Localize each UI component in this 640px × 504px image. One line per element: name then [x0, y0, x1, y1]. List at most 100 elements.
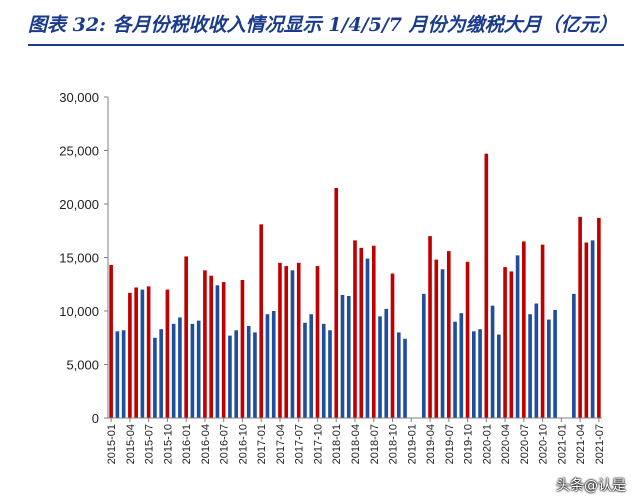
bar-2015-06 [140, 289, 145, 418]
bar-2018-10 [390, 273, 395, 418]
y-tick-label: 15,000 [59, 251, 99, 266]
bar-2015-07 [146, 286, 151, 418]
y-tick-label: 0 [92, 411, 99, 426]
bar-2018-11 [396, 332, 401, 418]
x-tick-label: 2016-07 [219, 424, 231, 464]
x-tick-label: 2017-07 [294, 424, 306, 464]
x-tick-label: 2018-10 [388, 424, 400, 464]
bar-2019-08 [453, 321, 457, 418]
y-tick-label: 25,000 [59, 144, 99, 159]
bar-2020-02 [490, 305, 495, 418]
bar-2018-01 [334, 187, 339, 418]
bar-2020-09 [534, 303, 539, 418]
bar-2018-09 [384, 308, 389, 418]
bar-2021-04 [578, 216, 582, 418]
chart-title: 图表 32: 各月份税收收入情况显示 1/4/5/7 月份为缴税大月（亿元） [28, 14, 618, 36]
bar-2016-10 [240, 279, 245, 418]
bar-2016-09 [234, 330, 239, 418]
bar-2017-02 [265, 314, 270, 418]
x-tick-label: 2018-04 [350, 424, 362, 464]
bar-2019-10 [465, 261, 470, 418]
x-tick-label: 2021-01 [556, 424, 568, 464]
bar-2019-05 [434, 259, 439, 418]
bar-2020-07 [522, 241, 526, 418]
y-tick-label: 20,000 [59, 197, 99, 212]
bar-2015-10 [165, 289, 170, 418]
bar-2016-04 [203, 270, 207, 418]
x-tick-label: 2016-04 [200, 424, 212, 464]
y-tick-label: 10,000 [59, 304, 99, 319]
x-axis: 2015-01 2015-04 2015-07 2015-10 2016-01 2016-… [106, 417, 606, 464]
bar-2017-01 [259, 224, 264, 418]
y-tick-label: 30,000 [59, 90, 99, 105]
bar-2019-04 [428, 236, 432, 418]
bar-2017-08 [303, 322, 307, 418]
bar-2015-05 [134, 287, 138, 418]
bar-2015-04 [128, 292, 132, 418]
x-tick-label: 2021-04 [575, 424, 587, 464]
bar-2016-05 [209, 275, 213, 418]
bar-2018-07 [371, 245, 376, 418]
bar-2015-03 [121, 330, 126, 418]
x-tick-label: 2020-07 [519, 424, 531, 464]
x-tick-label: 2018-01 [331, 424, 343, 464]
bar-2015-01 [109, 264, 113, 418]
bar-2019-06 [440, 269, 445, 418]
x-tick-label: 2017-10 [312, 424, 324, 464]
bar-2021-03 [572, 293, 576, 418]
bar-2016-11 [246, 325, 251, 418]
y-axis: 0 5,000 10,000 15,000 20,000 25,000 30,000 [59, 90, 109, 426]
bar-2016-07 [221, 282, 226, 418]
x-tick-label: 2020-10 [538, 424, 550, 464]
x-tick-label: 2019-04 [425, 424, 437, 464]
bar-2021-05 [584, 242, 589, 418]
x-tick-label: 2019-10 [463, 424, 475, 464]
bar-2016-06 [215, 285, 220, 418]
bar-2020-03 [497, 334, 501, 418]
bar-2017-12 [328, 330, 332, 418]
bar-2020-11 [547, 319, 551, 418]
y-tick-label: 5,000 [66, 358, 99, 373]
bar-2020-12 [553, 309, 557, 418]
bar-2017-06 [290, 270, 295, 418]
x-tick-label: 2016-01 [181, 424, 193, 464]
bar-2018-02 [340, 294, 345, 418]
bar-2016-01 [184, 256, 188, 418]
bar-2020-06 [515, 255, 520, 418]
bar-2017-11 [321, 323, 326, 418]
bar-2018-03 [346, 296, 351, 418]
x-tick-label: 2020-04 [500, 424, 512, 464]
x-tick-label: 2015-07 [144, 424, 156, 464]
bars-layer [109, 153, 601, 418]
bar-2016-08 [228, 335, 232, 418]
bar-2019-11 [472, 331, 476, 418]
bar-2017-03 [271, 311, 276, 418]
bar-2016-03 [196, 320, 201, 418]
x-tick-label: 2020-01 [481, 424, 493, 464]
bar-2015-12 [178, 317, 182, 418]
bar-2020-01 [484, 153, 489, 418]
x-tick-label: 2015-10 [162, 424, 174, 464]
bar-2016-12 [253, 332, 257, 418]
bar-2017-07 [296, 262, 301, 418]
bar-2019-09 [459, 313, 464, 418]
bar-2017-04 [278, 262, 282, 418]
bar-2017-09 [309, 314, 314, 418]
bar-2018-04 [353, 240, 357, 418]
bar-2015-02 [115, 331, 120, 418]
bar-2021-07 [597, 217, 601, 418]
bar-2018-06 [365, 258, 370, 418]
bar-2019-07 [446, 251, 451, 418]
bar-2015-08 [153, 337, 157, 418]
bar-2015-09 [159, 329, 163, 418]
bar-2017-10 [315, 266, 320, 418]
title-underline [28, 44, 624, 46]
bar-2019-03 [421, 293, 426, 418]
x-tick-label: 2017-04 [275, 424, 287, 464]
watermark: 头条@认是 [556, 478, 626, 494]
bar-2020-10 [540, 244, 545, 418]
bar-2021-06 [590, 240, 595, 418]
x-tick-label: 2019-01 [406, 424, 418, 464]
x-tick-label: 2019-07 [444, 424, 456, 464]
